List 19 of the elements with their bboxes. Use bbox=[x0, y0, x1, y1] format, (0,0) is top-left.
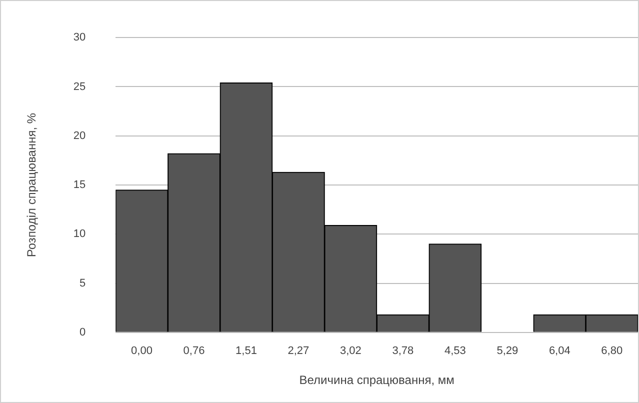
y-tick-label: 25 bbox=[73, 80, 86, 93]
y-tick-label: 30 bbox=[73, 32, 86, 44]
y-tick-label: 10 bbox=[73, 228, 86, 240]
y-tick-label: 5 bbox=[80, 277, 86, 290]
y-tick-label: 0 bbox=[80, 326, 86, 338]
x-tick-label: 3,02 bbox=[340, 345, 362, 358]
y-axis-title: Розподіл спрацювання, % bbox=[24, 112, 39, 258]
x-tick-label: 3,78 bbox=[392, 345, 414, 358]
x-tick-label: 6,04 bbox=[548, 345, 570, 358]
x-tick-label: 2,27 bbox=[288, 345, 310, 358]
y-tick-label: 15 bbox=[73, 179, 86, 192]
x-tick-label: 0,76 bbox=[183, 345, 205, 358]
x-tick-label: 0,00 bbox=[131, 345, 152, 358]
x-tick-label: 6,80 bbox=[601, 345, 623, 358]
x-axis-title: Величина спрацювання, мм bbox=[299, 373, 454, 388]
y-tick-label: 20 bbox=[73, 130, 86, 142]
x-tick-label: 5,29 bbox=[496, 345, 518, 358]
x-tick-label: 1,51 bbox=[236, 345, 257, 358]
x-tick-label: 4,53 bbox=[444, 345, 466, 358]
